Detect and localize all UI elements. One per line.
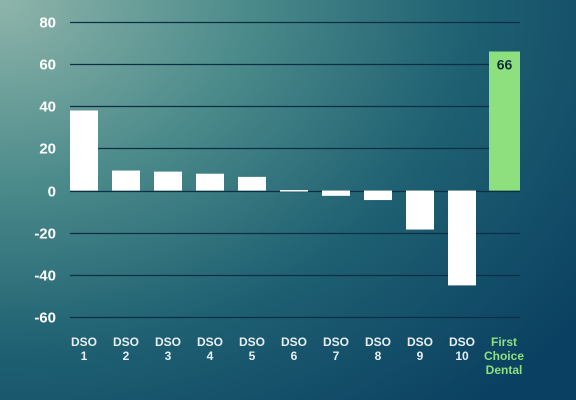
bar [112,170,140,191]
bar [322,190,350,196]
y-axis-ticks: 80 60 40 20 0 -20 -40 -60 [34,15,56,327]
data-label: 66 [497,57,513,73]
bar [364,190,392,201]
y-tick-label: 20 [39,141,56,158]
x-axis-labels: DSO 1 DSO 2 DSO 3 DSO 4 DSO 5 DSO 6 DSO 7 DSO 8 DSO 9 DSO 1… [71,335,524,377]
y-tick-label: -40 [34,268,56,285]
bar [196,173,224,191]
y-tick-label: -20 [34,226,56,243]
x-category-label: DSO 6 [281,335,307,363]
x-category-label: DSO 1 [71,335,97,363]
data-labels: 66 [497,57,513,73]
x-category-label: DSO 2 [113,335,139,363]
bar [154,171,182,191]
bar [406,190,434,230]
bar [280,190,308,192]
y-tick-label: 80 [39,15,56,32]
bar [238,176,266,191]
y-tick-label: -60 [34,310,56,327]
x-category-label: First Choice Dental [484,335,524,377]
y-tick-label: 0 [48,184,56,201]
x-category-label: DSO 8 [365,335,391,363]
y-tick-label: 60 [39,57,56,74]
x-category-label: DSO 3 [155,335,181,363]
bar [448,190,476,286]
x-category-label: DSO 10 [449,335,475,363]
bars [70,51,520,286]
x-category-label: DSO 5 [239,335,265,363]
bar-highlight [489,51,520,191]
y-tick-label: 40 [39,99,56,116]
bar [70,110,98,191]
x-category-label: DSO 7 [323,335,349,363]
x-category-label: DSO 4 [197,335,223,363]
x-category-label: DSO 9 [407,335,433,363]
